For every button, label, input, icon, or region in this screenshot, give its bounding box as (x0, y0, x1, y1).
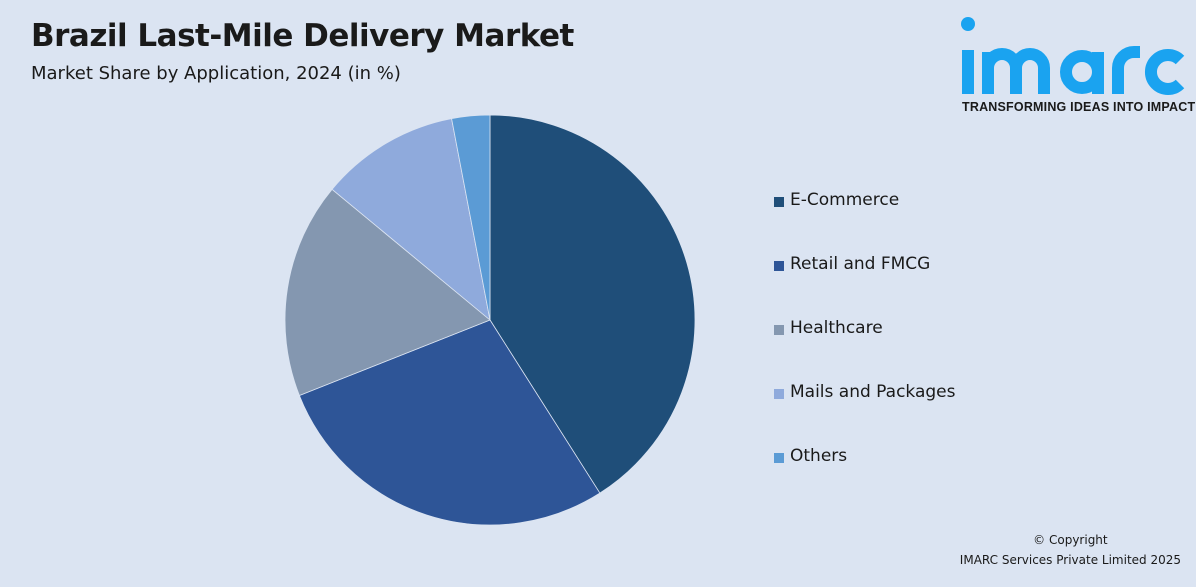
pie-chart (284, 114, 696, 526)
legend-swatch (774, 389, 784, 399)
legend-label: Retail and FMCG (790, 254, 931, 274)
pie-slice-e-commerce (489, 114, 696, 494)
legend-item: E-Commerce (774, 190, 956, 254)
legend: E-Commerce Retail and FMCG Healthcare Mails… (774, 190, 956, 510)
chart-subtitle: Market Share by Application, 2024 (in %) (31, 63, 401, 84)
legend-item: Healthcare (774, 318, 956, 382)
chart-title: Brazil Last-Mile Delivery Market (31, 18, 574, 54)
legend-label: Mails and Packages (790, 382, 956, 402)
pie-slice-healthcare (284, 188, 491, 396)
imarc-logo (961, 17, 1185, 95)
copyright: © Copyright IMARC Services Private Limit… (960, 530, 1181, 570)
legend-swatch (774, 453, 784, 463)
legend-item: Retail and FMCG (774, 254, 956, 318)
logo-tagline: TRANSFORMING IDEAS INTO IMPACT (962, 100, 1196, 114)
legend-label: E-Commerce (790, 190, 900, 210)
legend-swatch (774, 261, 784, 271)
legend-item: Others (774, 446, 956, 510)
legend-label: Healthcare (790, 318, 883, 338)
legend-label: Others (790, 446, 848, 466)
legend-item: Mails and Packages (774, 382, 956, 446)
legend-swatch (774, 325, 784, 335)
copyright-label: © Copyright (1033, 533, 1108, 547)
pie-slice-mails-and-packages (331, 118, 491, 322)
pie-slice-retail-and-fmcg (298, 319, 601, 526)
legend-swatch (774, 197, 784, 207)
copyright-company: IMARC Services Private Limited 2025 (959, 553, 1181, 567)
pie-slice-others (451, 114, 491, 321)
